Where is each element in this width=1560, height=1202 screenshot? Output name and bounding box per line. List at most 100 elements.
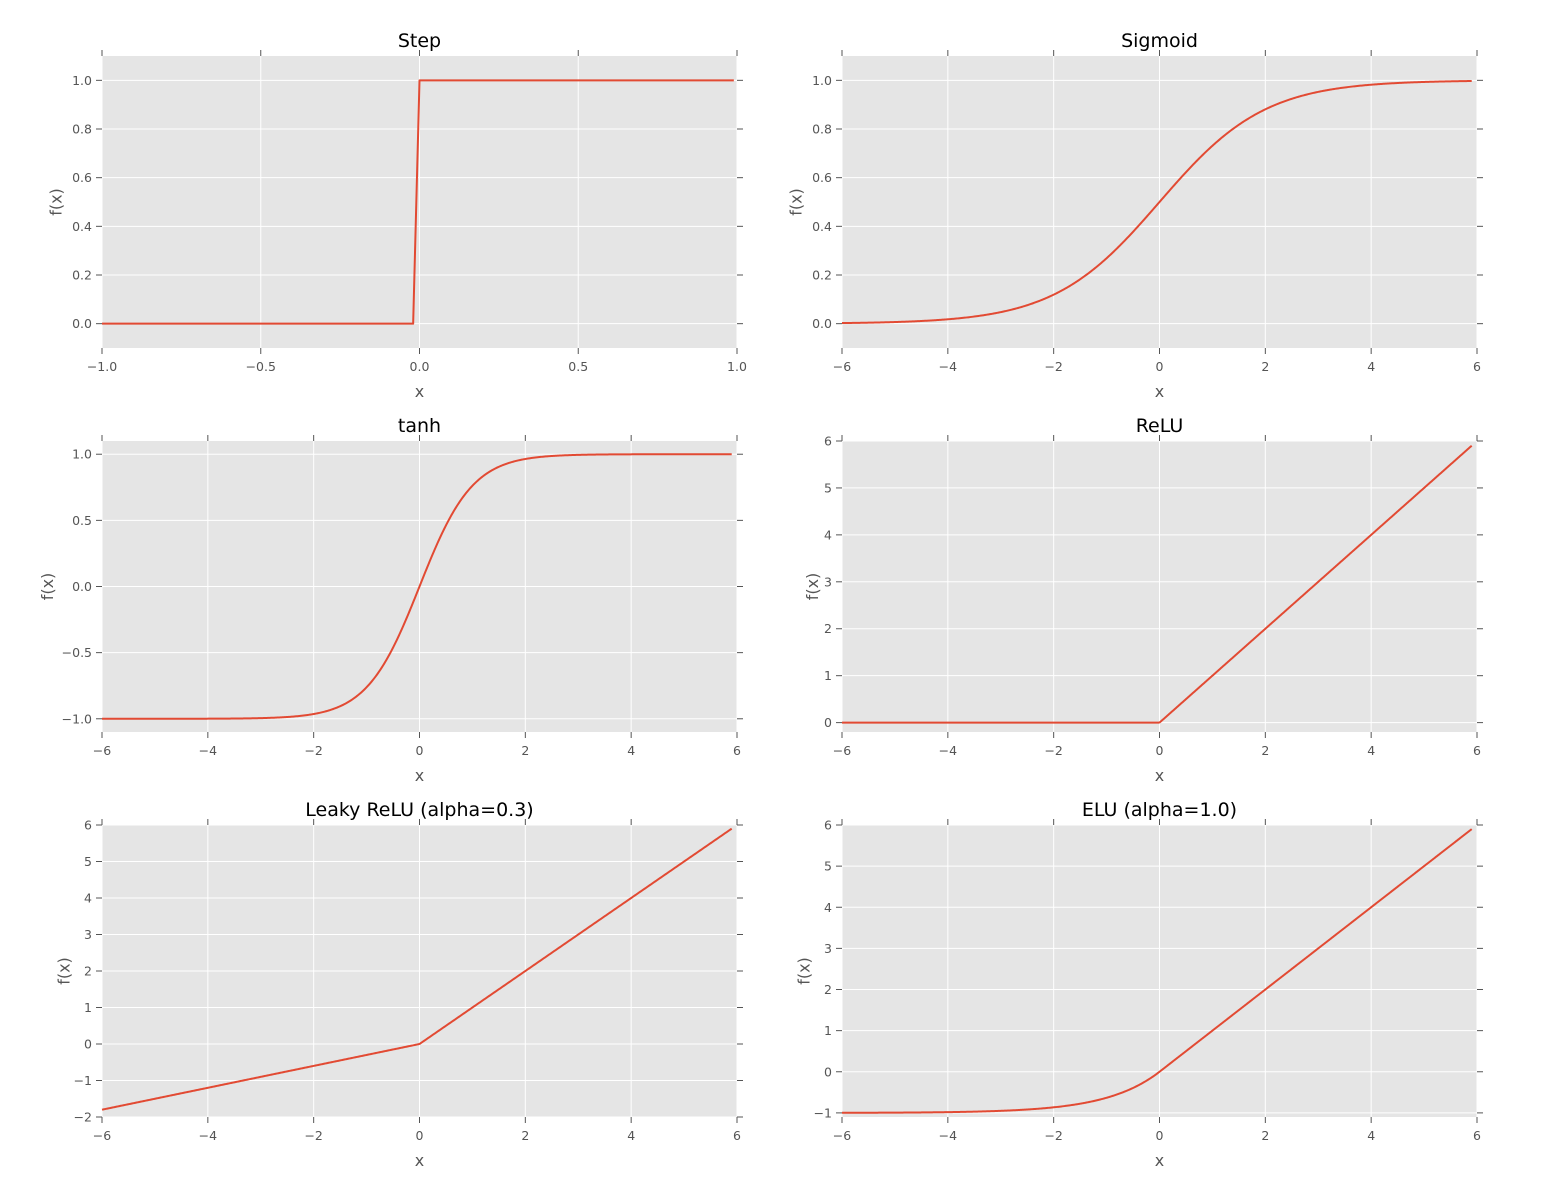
x-tick-label: −4 — [199, 1128, 217, 1143]
x-tick-label: −6 — [93, 743, 111, 758]
x-tick-label: 2 — [1261, 359, 1269, 374]
y-tick-label: 1.0 — [812, 73, 832, 88]
chart-title: Leaky ReLU (alpha=0.3) — [305, 799, 533, 821]
x-tick-label: 2 — [521, 743, 529, 758]
y-tick-label: 1.0 — [72, 447, 92, 462]
subplot-1: −1.0 −0.5 0.0 0.5 1.0 0.0 0.2 0.4 0.6 0.8 1.0 Step x… — [46, 30, 747, 401]
x-tick-label: 4 — [1367, 359, 1375, 374]
x-tick-label: −0.5 — [246, 359, 276, 374]
chart-title: tanh — [398, 415, 441, 437]
y-tick-label: −1 — [814, 1105, 832, 1120]
x-axis-label: x — [415, 382, 424, 401]
x-tick-label: −1.0 — [87, 359, 117, 374]
y-tick-label: 1.0 — [72, 73, 92, 88]
chart-title: Sigmoid — [1121, 30, 1198, 52]
x-tick-label: −6 — [93, 1128, 111, 1143]
y-axis-label: f(x) — [46, 188, 65, 216]
x-tick-label: 0 — [1156, 359, 1164, 374]
y-axis-label: f(x) — [795, 957, 814, 985]
y-tick-label: 0.2 — [812, 268, 832, 283]
x-tick-label: −2 — [1044, 359, 1062, 374]
y-tick-label: 0.2 — [72, 268, 92, 283]
chart-title: Step — [398, 30, 441, 52]
y-tick-label: 3 — [84, 927, 92, 942]
series-line — [841, 80, 1472, 325]
subplot-5: −6 −4 −2 0 2 4 6 −2 −1 0 1 2 3 4 5 6 Leaky ReLU (alpha=0… — [55, 799, 743, 1170]
series-line — [102, 453, 732, 720]
y-tick-label: −1 — [74, 1073, 92, 1088]
y-tick-label: 0.4 — [812, 219, 832, 234]
x-axis-label: x — [415, 1151, 424, 1170]
y-tick-label: 0.0 — [72, 316, 92, 331]
y-axis-label: f(x) — [803, 573, 822, 601]
x-tick-label: 0 — [416, 743, 424, 758]
y-tick-label: 5 — [84, 854, 92, 869]
series-line — [841, 828, 1473, 1114]
x-tick-label: 2 — [1261, 1128, 1269, 1143]
x-axis-label: x — [1155, 382, 1164, 401]
x-tick-label: 6 — [1473, 743, 1481, 758]
y-tick-label: −1.0 — [62, 711, 92, 726]
y-tick-label: 2 — [824, 982, 832, 997]
y-tick-label: 0.5 — [72, 513, 92, 528]
y-tick-label: 0 — [824, 715, 832, 730]
x-axis-label: x — [415, 766, 424, 785]
y-tick-label: 4 — [824, 900, 832, 915]
x-tick-label: 4 — [1367, 1128, 1375, 1143]
y-tick-label: 2 — [824, 621, 832, 636]
y-tick-label: 0 — [84, 1037, 92, 1052]
x-tick-label: −4 — [939, 1128, 957, 1143]
subplot-3: −6 −4 −2 0 2 4 6 −1.0 −0.5 0.0 0.5 1.0 tanh x f(x) — [38, 415, 743, 785]
x-tick-label: 4 — [627, 1128, 635, 1143]
y-tick-label: 6 — [824, 818, 832, 833]
y-tick-label: 1 — [824, 668, 832, 683]
x-tick-label: −4 — [939, 359, 957, 374]
y-tick-label: 5 — [824, 859, 832, 874]
y-axis-label: f(x) — [55, 957, 74, 985]
y-tick-label: 6 — [824, 434, 832, 449]
y-tick-label: 0 — [824, 1064, 832, 1079]
subplot-4: −6 −4 −2 0 2 4 6 0 1 2 3 4 5 6 ReLU x f(x) — [803, 415, 1483, 785]
x-axis-label: x — [1155, 766, 1164, 785]
x-tick-label: −6 — [833, 1128, 851, 1143]
subplot-2: −6 −4 −2 0 2 4 6 0.0 0.2 0.4 0.6 0.8 1.0 Sigmoid x f(x) — [786, 30, 1483, 401]
y-tick-label: 1 — [824, 1023, 832, 1038]
x-tick-label: 4 — [1367, 743, 1375, 758]
x-tick-label: 6 — [733, 1128, 741, 1143]
x-tick-label: 0.5 — [568, 359, 588, 374]
y-tick-label: 0.8 — [812, 122, 832, 137]
y-tick-label: 5 — [824, 480, 832, 495]
x-tick-label: −6 — [833, 743, 851, 758]
y-tick-label: 1 — [84, 1000, 92, 1015]
x-tick-label: 6 — [1473, 359, 1481, 374]
x-tick-label: −4 — [199, 743, 217, 758]
series-line — [101, 827, 733, 1111]
chart-title: ReLU — [1136, 415, 1184, 437]
y-tick-label: −2 — [74, 1110, 92, 1125]
y-tick-label: −0.5 — [62, 645, 92, 660]
x-tick-label: 0 — [1156, 743, 1164, 758]
x-tick-label: 6 — [733, 743, 741, 758]
x-tick-label: −4 — [939, 743, 957, 758]
y-tick-label: 2 — [84, 964, 92, 979]
x-tick-label: 2 — [1261, 743, 1269, 758]
x-tick-label: 0 — [1156, 1128, 1164, 1143]
y-tick-label: 6 — [84, 818, 92, 833]
x-tick-label: −2 — [304, 1128, 322, 1143]
subplot-6: −6 −4 −2 0 2 4 6 −1 0 1 2 3 4 5 6 ELU (alpha=1.0) x f(x) — [795, 799, 1483, 1170]
y-tick-label: 4 — [824, 527, 832, 542]
y-tick-label: 3 — [824, 941, 832, 956]
x-tick-label: −2 — [1044, 1128, 1062, 1143]
x-tick-label: −6 — [833, 359, 851, 374]
y-tick-label: 0.0 — [812, 316, 832, 331]
y-axis-label: f(x) — [38, 573, 57, 601]
series-line — [102, 79, 734, 325]
series-line — [842, 444, 1473, 724]
x-tick-label: 0 — [416, 1128, 424, 1143]
y-tick-label: 0.8 — [72, 122, 92, 137]
x-tick-label: −2 — [304, 743, 322, 758]
chart-title: ELU (alpha=1.0) — [1082, 799, 1237, 821]
x-tick-label: 6 — [1473, 1128, 1481, 1143]
y-tick-label: 0.6 — [812, 170, 832, 185]
